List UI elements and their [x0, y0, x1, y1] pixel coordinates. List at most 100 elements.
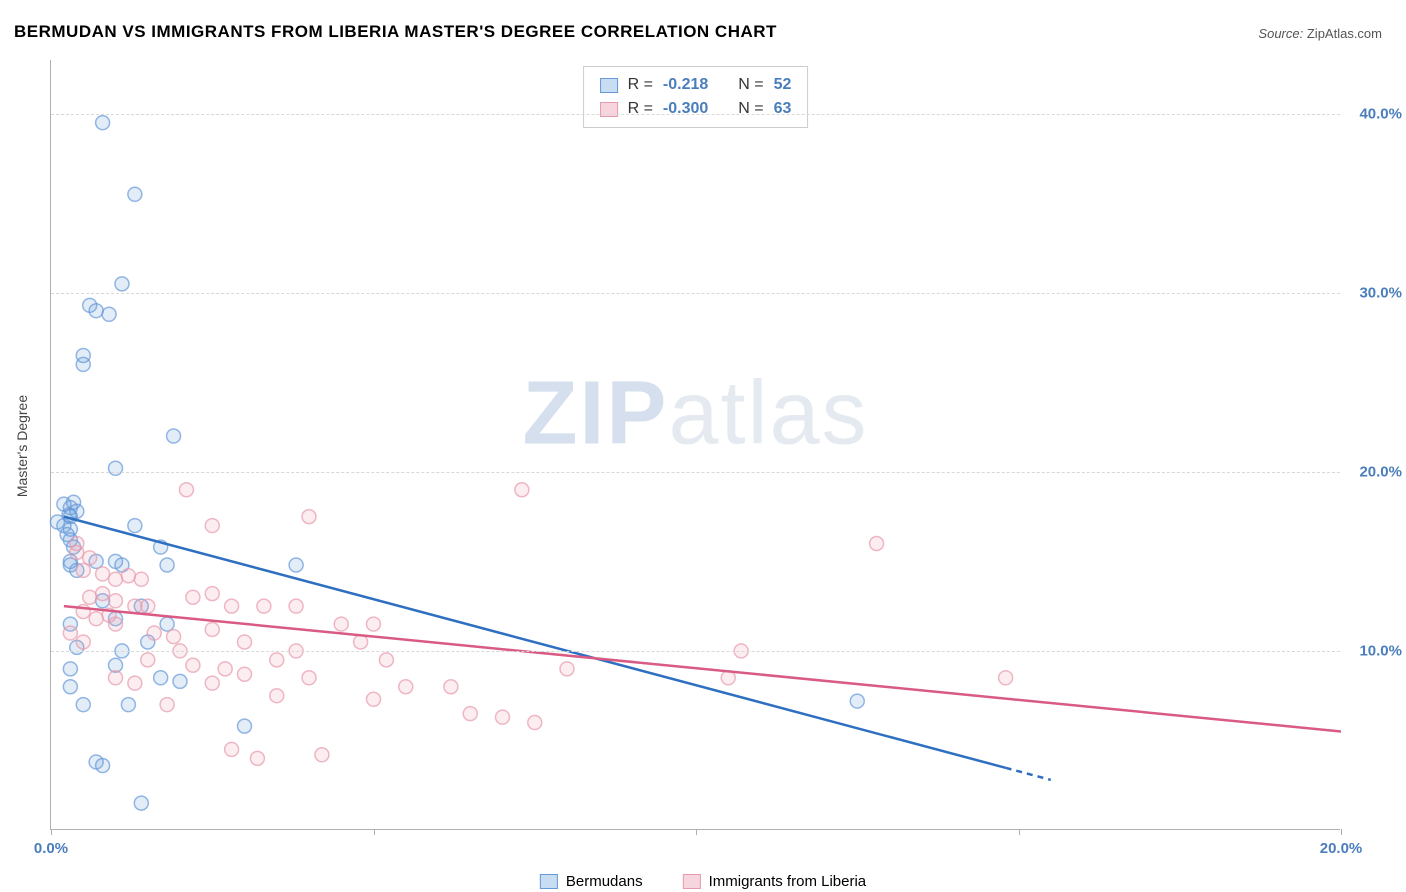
data-point — [96, 116, 110, 130]
data-point — [205, 587, 219, 601]
data-point — [76, 563, 90, 577]
data-point — [205, 676, 219, 690]
data-point — [334, 617, 348, 631]
stats-legend: R =-0.218N =52R =-0.300N =63 — [583, 66, 809, 128]
data-point — [134, 572, 148, 586]
data-point — [121, 569, 135, 583]
data-point — [515, 483, 529, 497]
data-point — [109, 671, 123, 685]
data-point — [141, 653, 155, 667]
chart-container: BERMUDAN VS IMMIGRANTS FROM LIBERIA MAST… — [0, 0, 1406, 892]
legend-label: Bermudans — [566, 873, 643, 890]
y-tick-label: 30.0% — [1359, 284, 1402, 301]
data-point — [270, 689, 284, 703]
data-point — [83, 551, 97, 565]
chart-title: BERMUDAN VS IMMIGRANTS FROM LIBERIA MAST… — [14, 22, 777, 42]
data-point — [76, 357, 90, 371]
y-tick-label: 40.0% — [1359, 105, 1402, 122]
legend-label: Immigrants from Liberia — [709, 873, 867, 890]
data-point — [115, 277, 129, 291]
r-value: -0.218 — [663, 73, 708, 97]
legend-item: Immigrants from Liberia — [683, 873, 867, 890]
data-point — [270, 653, 284, 667]
data-point — [225, 742, 239, 756]
y-tick-label: 20.0% — [1359, 463, 1402, 480]
data-point — [96, 587, 110, 601]
data-point — [870, 536, 884, 550]
y-axis-title: Master's Degree — [14, 395, 30, 497]
grid-line — [51, 472, 1340, 473]
data-point — [463, 707, 477, 721]
data-point — [147, 626, 161, 640]
data-point — [238, 667, 252, 681]
data-point — [109, 461, 123, 475]
legend-swatch — [540, 874, 558, 889]
grid-line — [51, 114, 1340, 115]
source-value: ZipAtlas.com — [1307, 26, 1382, 41]
x-tick — [1341, 829, 1342, 835]
data-point — [379, 653, 393, 667]
trendline — [64, 606, 1341, 731]
data-point — [70, 545, 84, 559]
data-point — [167, 429, 181, 443]
legend-swatch — [600, 78, 618, 93]
data-point — [109, 572, 123, 586]
data-point — [218, 662, 232, 676]
data-point — [96, 567, 110, 581]
data-point — [289, 599, 303, 613]
data-point — [354, 635, 368, 649]
data-point — [302, 510, 316, 524]
data-point — [173, 674, 187, 688]
grid-line — [51, 651, 1340, 652]
data-point — [496, 710, 510, 724]
n-label: N = — [738, 97, 763, 121]
data-point — [238, 719, 252, 733]
data-point — [63, 680, 77, 694]
data-point — [179, 483, 193, 497]
x-tick — [51, 829, 52, 835]
data-point — [109, 594, 123, 608]
source-label: Source: — [1258, 26, 1303, 41]
r-label: R = — [628, 97, 653, 121]
scatter-svg — [51, 60, 1340, 829]
data-point — [109, 617, 123, 631]
data-point — [63, 662, 77, 676]
data-point — [289, 558, 303, 572]
legend-swatch — [683, 874, 701, 889]
x-tick — [696, 829, 697, 835]
legend-item: Bermudans — [540, 873, 643, 890]
data-point — [225, 599, 239, 613]
x-tick-label: 20.0% — [1320, 840, 1363, 857]
data-point — [205, 622, 219, 636]
data-point — [186, 658, 200, 672]
data-point — [89, 612, 103, 626]
data-point — [134, 796, 148, 810]
source-attribution: Source: ZipAtlas.com — [1258, 26, 1382, 41]
stats-legend-row: R =-0.300N =63 — [600, 97, 792, 121]
data-point — [367, 617, 381, 631]
data-point — [167, 630, 181, 644]
data-point — [128, 599, 142, 613]
plot-area: ZIPatlas R =-0.218N =52R =-0.300N =63 10… — [50, 60, 1340, 830]
data-point — [528, 716, 542, 730]
data-point — [250, 751, 264, 765]
data-point — [160, 698, 174, 712]
data-point — [128, 519, 142, 533]
data-point — [128, 187, 142, 201]
data-point — [999, 671, 1013, 685]
r-label: R = — [628, 73, 653, 97]
data-point — [128, 676, 142, 690]
r-value: -0.300 — [663, 97, 708, 121]
trendline-dashed — [1006, 768, 1051, 780]
data-point — [238, 635, 252, 649]
stats-legend-row: R =-0.218N =52 — [600, 73, 792, 97]
data-point — [257, 599, 271, 613]
data-point — [96, 759, 110, 773]
data-point — [76, 635, 90, 649]
bottom-legend: Bermudans Immigrants from Liberia — [540, 873, 866, 890]
n-value: 52 — [774, 73, 792, 97]
data-point — [444, 680, 458, 694]
data-point — [121, 698, 135, 712]
data-point — [315, 748, 329, 762]
data-point — [141, 599, 155, 613]
